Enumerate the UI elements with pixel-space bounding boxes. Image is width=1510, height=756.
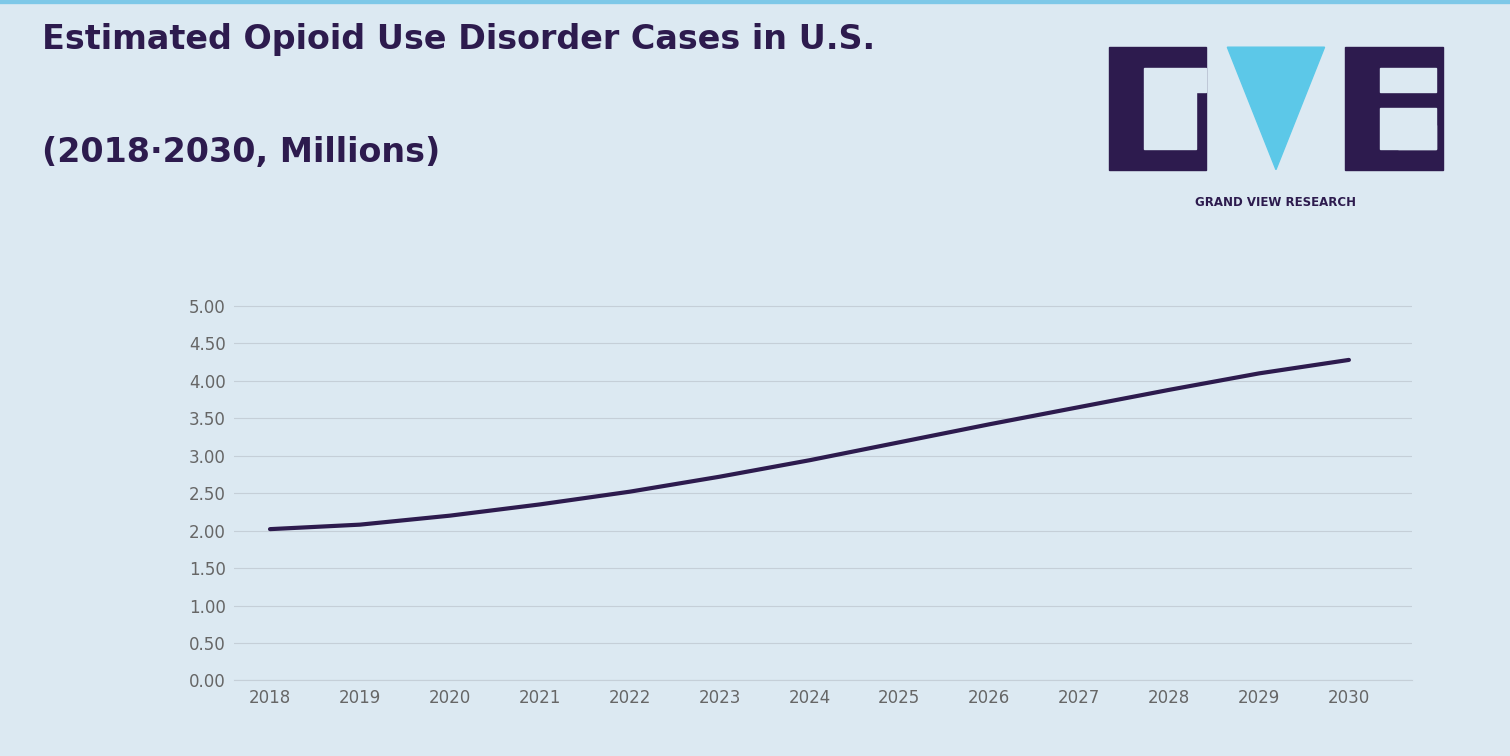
Polygon shape (1228, 47, 1324, 169)
Bar (1345, 47, 1442, 169)
Bar (1145, 67, 1206, 92)
Text: (2018·2030, Millions): (2018·2030, Millions) (42, 136, 441, 169)
Bar (1380, 67, 1436, 92)
Bar (1145, 92, 1196, 149)
Text: GRAND VIEW RESEARCH: GRAND VIEW RESEARCH (1196, 196, 1356, 209)
Polygon shape (1397, 125, 1436, 149)
Text: Estimated Opioid Use Disorder Cases in U.S.: Estimated Opioid Use Disorder Cases in U… (42, 23, 876, 56)
Bar (1110, 47, 1206, 169)
Bar (1380, 108, 1436, 149)
